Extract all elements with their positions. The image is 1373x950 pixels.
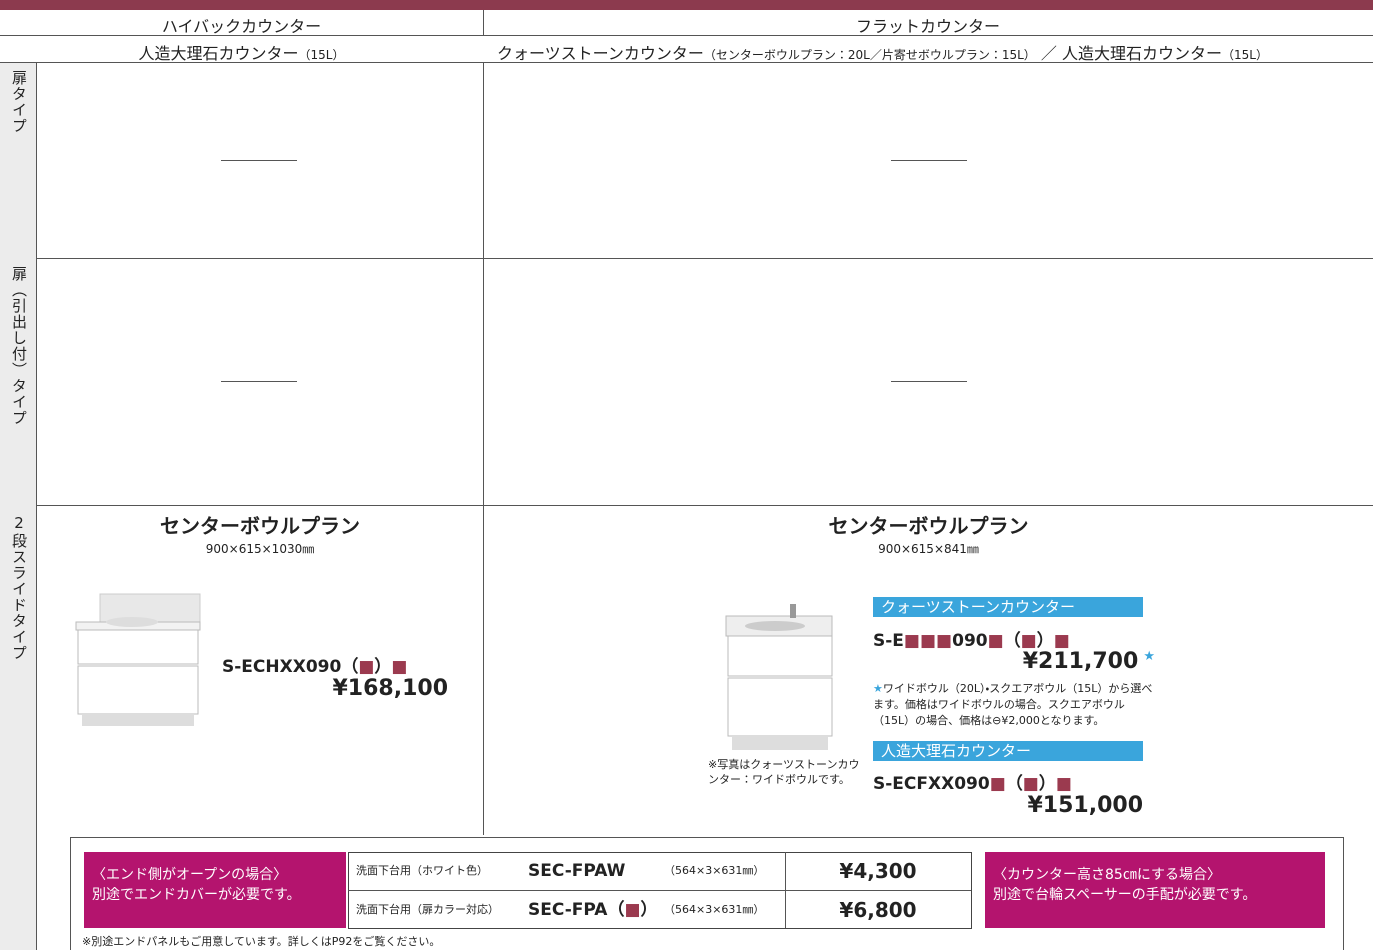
- material: クォーツストーンカウンター: [497, 44, 704, 63]
- placeholder-dash: [221, 381, 297, 382]
- rule: [483, 62, 484, 835]
- row-label: 扉タイプ: [10, 70, 28, 134]
- row-label: 2段スライドタイプ: [10, 514, 28, 661]
- color-code-box: ■: [936, 631, 953, 651]
- rule: [0, 258, 1373, 259]
- color-code-box: ■: [1053, 631, 1070, 651]
- notice-message: 別途で台輪スペーサーの手配が必要です。: [993, 887, 1257, 903]
- counter-label: 人造大理石カウンター: [873, 741, 1143, 761]
- price: ¥151,000: [1027, 793, 1143, 818]
- model-number: SEC-FPAW: [528, 861, 626, 881]
- color-code-box: ■: [358, 657, 375, 677]
- product-photo: [75, 593, 201, 726]
- rule: [0, 35, 1373, 36]
- notice-title: 〈エンド側がオープンの場合〉: [92, 867, 288, 883]
- size: （564×3×631㎜）: [664, 864, 765, 877]
- counter-label: クォーツストーンカウンター: [873, 597, 1143, 617]
- color-code-box: ■: [987, 631, 1004, 651]
- header-right: フラットカウンター: [855, 17, 1000, 36]
- notice-box: 〈エンド側がオープンの場合〉 別途でエンドカバーが必要です。: [84, 852, 346, 928]
- plan-title: センターボウルプラン: [160, 514, 360, 538]
- row-label: 扉（引出し付）タイプ: [10, 266, 28, 426]
- price: ¥4,300: [839, 859, 917, 883]
- model-number: S-E■■■090■（■）■: [873, 631, 1070, 651]
- material-note: （センターボウルプラン：20L／片寄せボウルプラン：15L）: [703, 48, 1036, 62]
- color-code-box: ■: [989, 774, 1006, 794]
- footnote: ※別途エンドパネルもご用意しています。詳しくはP92をご覧ください。: [82, 935, 441, 948]
- price: ¥168,100: [332, 676, 448, 701]
- rule: [0, 62, 1373, 63]
- material-left: 人造大理石カウンター（15L）: [0, 40, 483, 64]
- model-number: S-ECHXX090（■）■: [222, 657, 408, 677]
- rule: [348, 890, 971, 891]
- notice-title: 〈カウンター高さ85㎝にする場合〉: [993, 867, 1221, 883]
- row-label-bg: [0, 63, 36, 950]
- material-note: （15L）: [298, 48, 345, 62]
- notice-message: 別途でエンドカバーが必要です。: [92, 887, 301, 903]
- options-box: [70, 837, 1344, 950]
- material: 人造大理石カウンター: [1062, 44, 1223, 63]
- plan-size: 900×615×1030㎜: [205, 542, 315, 556]
- product-photo: [725, 604, 833, 750]
- color-code-box: ■: [919, 631, 937, 651]
- rule: [0, 505, 1373, 506]
- color-code-box: ■: [1022, 774, 1039, 794]
- material-note: （15L）: [1222, 48, 1268, 62]
- price: ¥211,700: [1022, 649, 1139, 674]
- size: （564×3×631㎜）: [664, 903, 765, 916]
- rule: [785, 852, 786, 928]
- top-band: [0, 0, 1373, 10]
- model-number: S-ECFXX090■（■）■: [873, 774, 1072, 794]
- model-number: SEC-FPA（■）: [528, 900, 658, 920]
- price-note: ★ワイドボウル（20L）・スクエアボウル（15L）から選べます。価格はワイドボウ…: [873, 682, 1153, 727]
- placeholder-dash: [891, 381, 967, 382]
- color-code-box: ■: [1020, 631, 1037, 651]
- material: 人造大理石カウンター: [138, 44, 299, 63]
- color-code-box: ■: [903, 631, 920, 651]
- plan-size: 900×615×841㎜: [878, 542, 979, 556]
- notice-box: 〈カウンター高さ85㎝にする場合〉別途で台輪スペーサーの手配が必要です。: [985, 852, 1325, 928]
- star: ★: [1143, 649, 1155, 664]
- rule: [483, 10, 484, 35]
- photo-note: ※写真はクォーツストーンカウンター：ワイドボウルです。: [708, 758, 860, 786]
- placeholder-dash: [221, 160, 297, 161]
- color-code-box: ■: [391, 657, 408, 677]
- use: 洗面下台用（ホワイト色）: [356, 864, 488, 877]
- use: 洗面下台用（扉カラー対応）: [356, 903, 499, 916]
- color-code-box: ■: [624, 900, 641, 920]
- color-code-box: ■: [1055, 774, 1072, 794]
- price: ¥6,800: [839, 898, 917, 922]
- plan-title: センターボウルプラン: [828, 514, 1029, 538]
- rule: [36, 62, 37, 950]
- header-left: ハイバックカウンター: [161, 17, 322, 36]
- separator: ／: [1040, 44, 1057, 63]
- placeholder-dash: [891, 160, 967, 161]
- star-mark: ★: [873, 682, 883, 695]
- material-right: クォーツストーンカウンター（センターボウルプラン：20L／片寄せボウルプラン：1…: [497, 40, 1268, 64]
- price-line: ¥211,700 ★: [1023, 649, 1155, 674]
